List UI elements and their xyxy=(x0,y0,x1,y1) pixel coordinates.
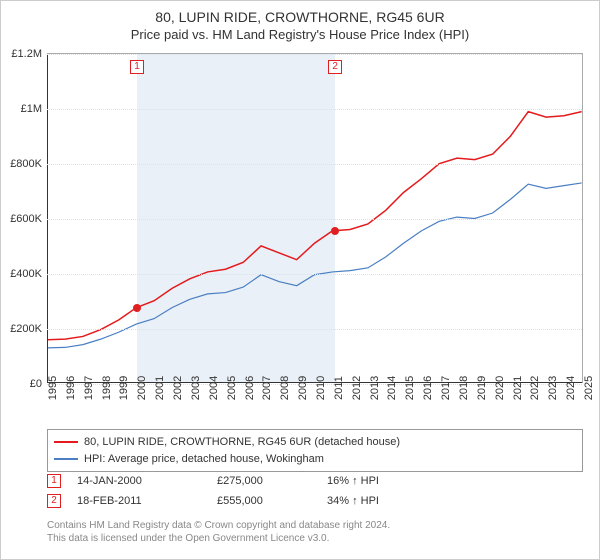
transaction-row: 1 14-JAN-2000£275,00016% ↑ HPI xyxy=(47,471,583,491)
title-block: 80, LUPIN RIDE, CROWTHORNE, RG45 6UR Pri… xyxy=(1,1,599,42)
transaction-date: 14-JAN-2000 xyxy=(77,475,217,487)
x-axis-label: 2013 xyxy=(369,376,381,400)
gridline-h xyxy=(47,164,582,165)
x-axis-label: 2025 xyxy=(583,376,595,400)
x-axis-label: 2005 xyxy=(226,376,238,400)
legend-swatch xyxy=(54,441,78,443)
marker-box: 2 xyxy=(328,60,342,74)
legend-row: HPI: Average price, detached house, Woki… xyxy=(54,451,576,468)
gridline-h xyxy=(47,274,582,275)
x-axis-label: 1996 xyxy=(65,376,77,400)
x-axis-label: 2023 xyxy=(547,376,559,400)
legend-swatch xyxy=(54,458,78,460)
y-axis-label: £200K xyxy=(10,323,42,335)
footer-line2: This data is licensed under the Open Gov… xyxy=(47,532,390,545)
y-axis-label: £600K xyxy=(10,213,42,225)
gridline-h xyxy=(47,54,582,55)
x-axis-label: 2000 xyxy=(136,376,148,400)
x-axis-label: 1997 xyxy=(83,376,95,400)
transaction-marker: 2 xyxy=(47,494,61,508)
gridline-h xyxy=(47,109,582,110)
x-axis-label: 2002 xyxy=(172,376,184,400)
x-axis-label: 2001 xyxy=(154,376,166,400)
x-axis-label: 2016 xyxy=(422,376,434,400)
x-axis-label: 1998 xyxy=(101,376,113,400)
legend-label: HPI: Average price, detached house, Woki… xyxy=(84,451,324,468)
x-axis-label: 2020 xyxy=(494,376,506,400)
x-axis-label: 1995 xyxy=(47,376,59,400)
chart-subtitle: Price paid vs. HM Land Registry's House … xyxy=(1,27,599,42)
transaction-date: 18-FEB-2011 xyxy=(77,495,217,507)
x-axis-label: 2003 xyxy=(190,376,202,400)
x-axis-label: 2024 xyxy=(565,376,577,400)
x-axis-label: 2010 xyxy=(315,376,327,400)
x-axis-label: 2017 xyxy=(440,376,452,400)
x-axis-label: 2008 xyxy=(279,376,291,400)
marker-dot xyxy=(133,304,141,312)
x-axis-label: 2012 xyxy=(351,376,363,400)
transaction-marker: 1 xyxy=(47,474,61,488)
legend-row: 80, LUPIN RIDE, CROWTHORNE, RG45 6UR (de… xyxy=(54,434,576,451)
footer-line1: Contains HM Land Registry data © Crown c… xyxy=(47,519,390,532)
transaction-rows: 1 14-JAN-2000£275,00016% ↑ HPI 2 18-FEB-201… xyxy=(47,471,583,511)
page-container: 80, LUPIN RIDE, CROWTHORNE, RG45 6UR Pri… xyxy=(0,0,600,560)
legend-box: 80, LUPIN RIDE, CROWTHORNE, RG45 6UR (de… xyxy=(47,429,583,472)
x-axis-label: 1999 xyxy=(118,376,130,400)
x-axis-label: 2004 xyxy=(208,376,220,400)
x-axis-label: 2022 xyxy=(529,376,541,400)
transaction-row: 2 18-FEB-2011£555,00034% ↑ HPI xyxy=(47,491,583,511)
x-axis-label: 2015 xyxy=(404,376,416,400)
marker-dot xyxy=(331,227,339,235)
y-axis-label: £800K xyxy=(10,158,42,170)
x-axis-label: 2018 xyxy=(458,376,470,400)
series-hpi xyxy=(47,183,581,348)
plot-area: 12 xyxy=(47,54,582,383)
legend-label: 80, LUPIN RIDE, CROWTHORNE, RG45 6UR (de… xyxy=(84,434,400,451)
transaction-diff: 16% ↑ HPI xyxy=(327,475,447,487)
transaction-diff: 34% ↑ HPI xyxy=(327,495,447,507)
x-axis-label: 2014 xyxy=(386,376,398,400)
x-axis-label: 2021 xyxy=(512,376,524,400)
transaction-price: £555,000 xyxy=(217,495,327,507)
x-axis-label: 2006 xyxy=(244,376,256,400)
x-axis-label: 2009 xyxy=(297,376,309,400)
y-axis-label: £0 xyxy=(30,378,42,390)
marker-box: 1 xyxy=(130,60,144,74)
x-axis-label: 2011 xyxy=(333,376,345,400)
chart-area: 12 £0£200K£400K£600K£800K£1M£1.2M1995199… xyxy=(47,53,583,383)
footer-note: Contains HM Land Registry data © Crown c… xyxy=(47,519,390,545)
y-axis-label: £1M xyxy=(21,103,42,115)
chart-title: 80, LUPIN RIDE, CROWTHORNE, RG45 6UR xyxy=(1,9,599,25)
x-axis-label: 2007 xyxy=(261,376,273,400)
x-axis-label: 2019 xyxy=(476,376,488,400)
y-axis-label: £400K xyxy=(10,268,42,280)
series-property xyxy=(47,112,581,340)
gridline-h xyxy=(47,219,582,220)
y-axis-label: £1.2M xyxy=(11,48,42,60)
gridline-h xyxy=(47,329,582,330)
transaction-price: £275,000 xyxy=(217,475,327,487)
